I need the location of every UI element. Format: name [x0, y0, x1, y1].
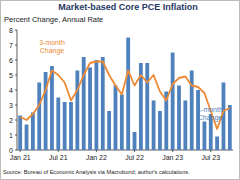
y-tick-label: 8 [9, 27, 13, 34]
y-tick [15, 150, 17, 151]
y-tick-label: 6 [9, 57, 13, 64]
bar [126, 38, 130, 151]
bar [95, 60, 99, 150]
annotation: Change [40, 47, 65, 55]
x-tick [96, 150, 97, 152]
annotation: 1-month [197, 106, 223, 113]
bar [88, 68, 92, 151]
plot-area [18, 38, 231, 151]
y-tick [15, 75, 17, 76]
bar [69, 102, 73, 150]
y-tick [15, 120, 17, 121]
x-tick-label: Jan 22 [86, 154, 107, 161]
y-tick-label: 1 [9, 132, 13, 139]
bar [177, 86, 181, 151]
bar [228, 105, 232, 150]
y-tick-label: 0 [9, 147, 13, 154]
subtitle: Percent Change, Annual Rate [4, 15, 103, 24]
y-tick [15, 90, 17, 91]
bar [50, 66, 54, 150]
bar [101, 57, 105, 150]
x-axis [17, 150, 233, 151]
y-tick-label: 3 [9, 102, 13, 109]
y-tick-label: 7 [9, 42, 13, 49]
x-tick-label: Jul 22 [125, 154, 144, 161]
bar [75, 71, 79, 151]
line [20, 62, 230, 130]
bar [152, 101, 156, 151]
bar [18, 116, 22, 151]
bar [183, 101, 187, 151]
bar [114, 86, 118, 151]
bar [37, 83, 41, 151]
bar [63, 102, 67, 150]
chart: Market-based Core PCE Inflation Percent C… [0, 0, 240, 180]
y-tick-label: 4 [9, 87, 13, 94]
y-tick-label: 2 [9, 117, 13, 124]
bar [31, 113, 35, 151]
x-tick [210, 150, 211, 152]
x-tick-label: Jul 23 [201, 154, 220, 161]
annotation: 3-month [39, 39, 65, 46]
bar [215, 137, 219, 151]
y-tick [15, 135, 17, 136]
y-tick [15, 45, 17, 46]
x-tick-label: Jan 21 [10, 154, 31, 161]
y-tick [15, 105, 17, 106]
bar [25, 125, 29, 151]
bar [158, 111, 162, 150]
y-tick [15, 60, 17, 61]
x-tick-label: Jul 21 [49, 154, 68, 161]
x-tick [172, 150, 173, 152]
bar [56, 98, 60, 151]
x-tick-label: Jan 23 [162, 154, 183, 161]
y-tick-label: 5 [9, 72, 13, 79]
bar [107, 111, 111, 150]
x-tick [134, 150, 135, 152]
source: Source: Bureau of Economic Analysis via … [3, 169, 190, 175]
x-tick [20, 150, 21, 152]
title: Market-based Core PCE Inflation [58, 2, 198, 12]
bar [133, 132, 137, 150]
y-tick [15, 30, 17, 31]
annotation: Change [198, 114, 223, 122]
bar [203, 122, 207, 151]
bar [120, 95, 124, 151]
frame [1, 1, 240, 180]
bar [171, 53, 175, 151]
bar [145, 63, 149, 150]
x-tick [58, 150, 59, 152]
